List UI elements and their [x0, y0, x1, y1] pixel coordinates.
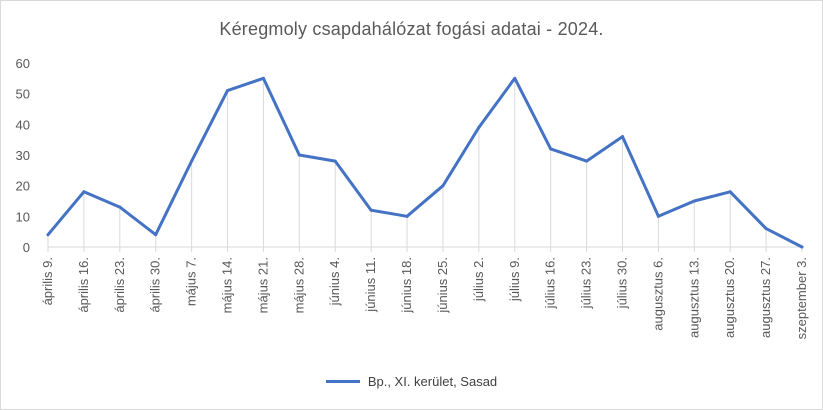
data-point: [656, 214, 660, 218]
data-point: [261, 76, 265, 80]
x-tick-label: augusztus 13.: [686, 257, 701, 338]
x-tick-label: április 16.: [76, 257, 91, 313]
data-point: [226, 89, 230, 93]
x-tick-label: augusztus 6.: [650, 257, 665, 331]
x-tick-label: július 16.: [543, 257, 558, 309]
y-tick-label: 10: [16, 209, 30, 224]
x-tick-label: június 4.: [327, 257, 342, 306]
data-point: [585, 159, 589, 163]
y-tick-label: 60: [16, 56, 30, 71]
data-point: [692, 199, 696, 203]
x-tick-label: május 28.: [291, 257, 306, 313]
data-point: [549, 147, 553, 151]
x-tick-label: április 30.: [148, 257, 163, 313]
x-tick-label: július 30.: [614, 257, 629, 309]
y-tick-label: 40: [16, 117, 30, 132]
data-point: [800, 245, 804, 249]
y-tick-label: 0: [23, 240, 30, 255]
x-tick-label: május 21.: [255, 257, 270, 313]
chart-title: Kéregmoly csapdahálózat fogási adatai - …: [219, 19, 604, 39]
x-tick-label: július 9.: [507, 257, 522, 302]
data-point: [369, 208, 373, 212]
data-point: [46, 233, 50, 237]
x-tick-label: április 23.: [112, 257, 127, 313]
y-tick-label: 20: [16, 179, 30, 194]
legend-label: Bp., XI. kerület, Sasad: [367, 374, 498, 389]
data-point: [333, 159, 337, 163]
data-point: [477, 125, 481, 129]
x-tick-label: augusztus 20.: [722, 257, 737, 338]
data-point: [620, 135, 624, 139]
data-point: [728, 190, 732, 194]
x-tick-label: augusztus 27.: [758, 257, 773, 338]
data-point: [118, 205, 122, 209]
data-point: [154, 233, 158, 237]
x-tick-label: április 9.: [40, 257, 55, 305]
data-point: [513, 76, 517, 80]
legend: Bp., XI. kerület, Sasad: [1, 374, 822, 389]
x-tick-label: július 2.: [471, 257, 486, 302]
data-point: [297, 153, 301, 157]
legend-line-swatch: [325, 380, 360, 383]
x-tick-label: június 11.: [363, 257, 378, 313]
series-line: [46, 76, 804, 249]
data-point: [82, 190, 86, 194]
data-point: [764, 227, 768, 231]
data-point: [190, 159, 194, 163]
x-tick-label: szeptember 3.: [794, 257, 809, 339]
x-tick-label: június 18.: [399, 257, 414, 314]
y-tick-label: 50: [16, 87, 30, 102]
y-tick-label: 30: [16, 148, 30, 163]
x-tick-label: június 25.: [435, 257, 450, 314]
data-point: [405, 214, 409, 218]
x-tick-label: május 7.: [184, 257, 199, 306]
x-tick-label: július 23.: [579, 257, 594, 309]
data-point: [441, 184, 445, 188]
x-tick-label: május 14.: [220, 257, 235, 313]
